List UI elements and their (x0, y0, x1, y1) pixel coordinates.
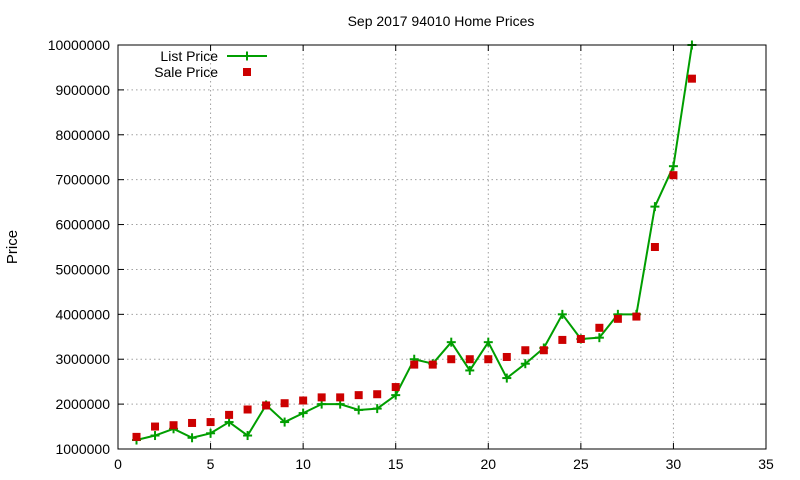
list-price-point (446, 337, 456, 347)
grid (118, 45, 766, 449)
sale-price-point (595, 323, 604, 332)
x-tick-label: 25 (573, 456, 589, 472)
list-price-point (650, 202, 660, 212)
sale-price-point (484, 355, 493, 364)
y-axis-label: Price (4, 230, 21, 264)
sale-price-point (613, 314, 622, 323)
list-price-point (187, 433, 197, 443)
chart-title: Sep 2017 94010 Home Prices (348, 13, 535, 29)
y-tick-label: 5000000 (55, 261, 110, 277)
x-tick-label: 5 (207, 456, 215, 472)
list-price-point (668, 161, 678, 171)
y-tick-label: 3000000 (55, 351, 110, 367)
y-tick-label: 10000000 (48, 37, 111, 53)
sale-price-point (576, 335, 585, 344)
legend-marker-list-price (242, 51, 252, 61)
sale-price-point (354, 391, 363, 400)
list-price-line (136, 44, 693, 441)
legend-marker-sale-price (243, 68, 251, 76)
sale-price-point (299, 396, 308, 405)
sale-price-point (521, 346, 530, 355)
sale-price-point (280, 399, 289, 408)
y-tick-label: 9000000 (55, 82, 110, 98)
list-price-point (483, 337, 493, 347)
sale-price-point (465, 355, 474, 364)
list-price-point (391, 390, 401, 400)
series-sale-price (132, 74, 696, 441)
list-price-point (557, 309, 567, 319)
legend-label-list-price: List Price (160, 48, 218, 64)
sale-price-point (262, 401, 271, 410)
legend-plus (242, 51, 252, 61)
sale-price-point (447, 355, 456, 364)
sale-price-point (336, 393, 345, 402)
sale-price-point (558, 335, 567, 344)
sale-price-point (539, 346, 548, 355)
sale-price-point (502, 352, 511, 361)
sale-price-point (132, 432, 141, 441)
x-tick-label: 20 (480, 456, 496, 472)
list-price-point (150, 431, 160, 441)
sale-price-point (317, 393, 326, 402)
sale-price-point (169, 421, 178, 430)
plot-frame (117, 44, 767, 450)
list-price-point (520, 359, 530, 369)
y-tick-label: 1000000 (55, 441, 110, 457)
list-price-point (224, 417, 234, 427)
sale-price-point (373, 390, 382, 399)
x-tick-label: 15 (388, 456, 404, 472)
sale-price-point (391, 383, 400, 392)
x-tick-label: 35 (758, 456, 774, 472)
list-price-point (206, 428, 216, 438)
series-list-price (132, 40, 697, 445)
sale-price-point (669, 171, 678, 180)
list-price-point (372, 404, 382, 414)
x-tick-label: 0 (114, 456, 122, 472)
sale-price-point (188, 418, 197, 427)
list-price-point (298, 408, 308, 418)
list-price-point (243, 431, 253, 441)
list-price-point (594, 333, 604, 343)
legend: List Price Sale Price (154, 48, 267, 80)
list-price-point (502, 373, 512, 383)
list-price-point (280, 417, 290, 427)
sale-price-point (151, 422, 160, 431)
list-price-point (465, 365, 475, 375)
x-tick-label: 30 (666, 456, 682, 472)
sale-price-point (687, 74, 696, 83)
sale-price-point (206, 418, 215, 427)
sale-price-point (243, 405, 252, 414)
sale-price-point (632, 312, 641, 321)
y-tick-label: 7000000 (55, 172, 110, 188)
sale-price-point (428, 360, 437, 369)
y-tick-label: 2000000 (55, 396, 110, 412)
sale-price-point (650, 243, 659, 251)
y-tick-label: 4000000 (55, 306, 110, 322)
y-tick-label: 6000000 (55, 217, 110, 233)
series (132, 40, 697, 445)
sale-price-point (410, 360, 419, 369)
list-price-point (354, 405, 364, 415)
y-tick-label: 8000000 (55, 127, 110, 143)
axis-ticks: 0 5 10 15 20 25 30 35 1000000 2000000 3000000 40000… (48, 37, 774, 472)
x-tick-label: 10 (295, 456, 311, 472)
legend-label-sale-price: Sale Price (154, 64, 218, 80)
sale-price-point (225, 410, 234, 419)
